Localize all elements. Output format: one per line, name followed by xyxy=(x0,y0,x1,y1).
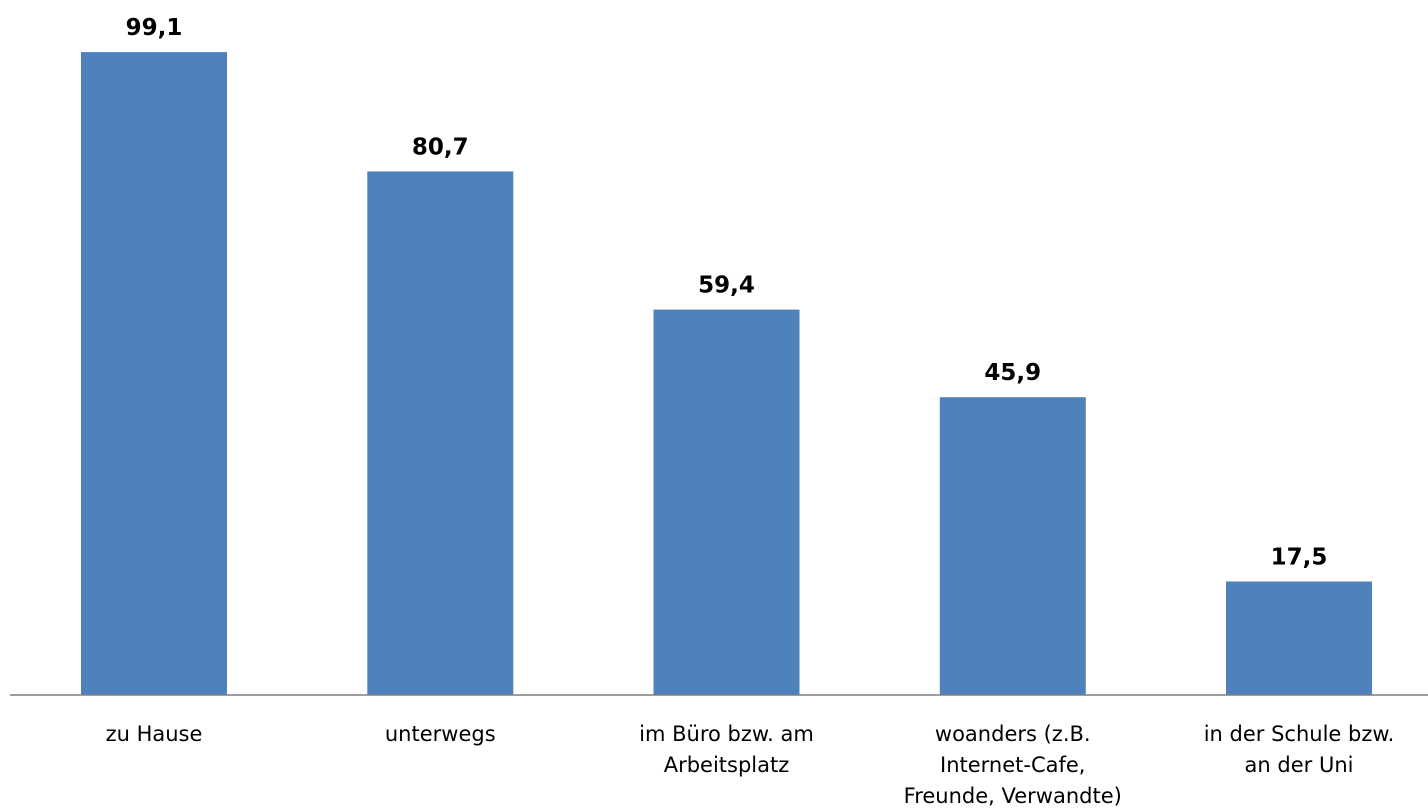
bar-value-label: 45,9 xyxy=(984,360,1041,386)
category-label: zu Hause xyxy=(106,722,203,746)
bar-2 xyxy=(367,171,514,695)
category-label-line: in der Schule bzw. xyxy=(1204,722,1395,746)
category-label-line: unterwegs xyxy=(385,722,496,746)
bars-group xyxy=(81,52,1372,696)
category-label: im Büro bzw. am Arbeitsplatz xyxy=(639,722,814,777)
bar-3 xyxy=(653,309,800,695)
category-label-line: Internet-Cafe, xyxy=(940,753,1085,777)
category-label-line: Freunde, Verwandte) xyxy=(904,784,1122,808)
bar-value-label: 99,1 xyxy=(126,15,183,41)
bar-1 xyxy=(81,52,227,696)
bar-value-label: 80,7 xyxy=(412,134,469,160)
category-label: unterwegs xyxy=(385,722,496,746)
category-label-line: zu Hause xyxy=(106,722,203,746)
category-label: in der Schule bzw. an der Uni xyxy=(1204,722,1395,777)
category-labels-group: zu Hause unterwegs im Büro bzw. am Arbeitsp… xyxy=(106,722,1395,808)
bar-4 xyxy=(939,397,1086,695)
category-label-line: woanders (z.B. xyxy=(935,722,1091,746)
bar-value-label: 17,5 xyxy=(1271,545,1328,571)
bar-5 xyxy=(1226,581,1372,695)
value-labels-group: 99,1 80,7 59,4 45,9 17,5 xyxy=(126,15,1328,570)
bar-value-label: 59,4 xyxy=(698,273,755,299)
category-label-line: an der Uni xyxy=(1245,753,1354,777)
category-label-line: im Büro bzw. am xyxy=(639,722,814,746)
category-label: woanders (z.B. Internet-Cafe, Freunde, Ver… xyxy=(904,722,1122,808)
category-label-line: Arbeitsplatz xyxy=(664,753,790,777)
